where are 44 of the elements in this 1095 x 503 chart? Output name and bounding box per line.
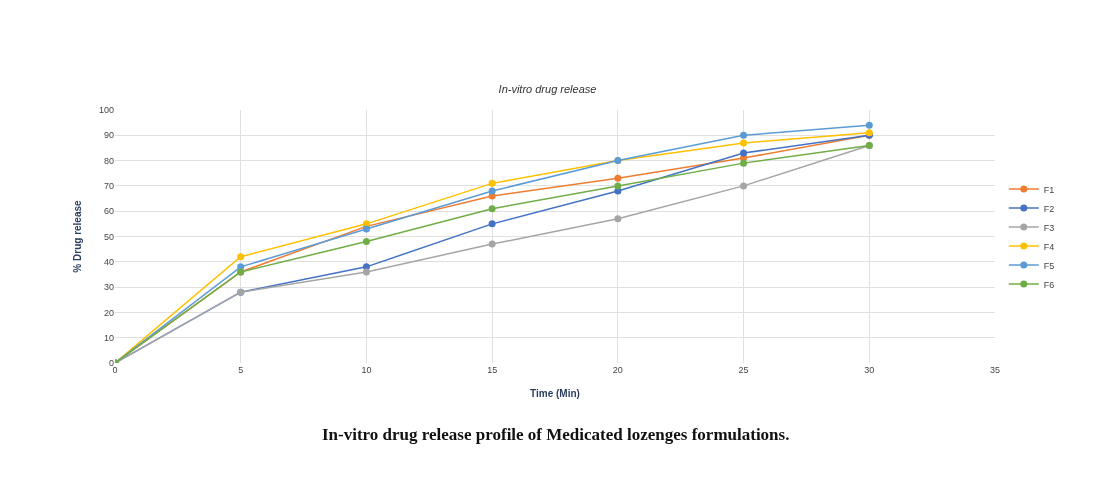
x-tick-label: 15 [487,365,498,375]
y-tick-label: 20 [103,307,114,318]
point [488,220,496,228]
point [740,131,748,139]
x-axis-title: Time (Min) [530,387,580,399]
chart-title: In-vitro drug release [498,83,597,96]
point [865,121,873,129]
y-tick-label: 50 [103,231,114,242]
point [614,182,622,190]
y-tick-label: 60 [103,206,114,217]
x-tick-label: 20 [612,365,623,375]
point [740,139,748,147]
y-tick-label: 40 [103,256,114,267]
point [488,205,496,213]
point [488,240,496,248]
point [614,174,622,182]
point [740,159,748,167]
legend-label: F3 [1043,222,1055,233]
point [237,253,245,261]
point [488,179,496,187]
y-tick-label: 30 [103,282,114,293]
legend-label: F2 [1043,203,1055,214]
x-tick-label: 5 [238,365,244,375]
x-tick-label: 35 [989,365,1001,375]
y-axis-title: % Drug release [71,199,83,273]
legend-label: F1 [1043,184,1055,195]
x-tick-label: 30 [864,365,875,375]
x-tick-label: 25 [738,365,749,375]
x-tick-label: 10 [361,365,372,375]
point [362,238,370,246]
legend-label: F6 [1043,279,1055,290]
legend-label: F4 [1043,241,1055,252]
point [488,187,496,195]
y-tick-label: 90 [103,130,114,141]
y-tick-label: 100 [98,105,114,116]
text: In-vitro drug release profile of Medicated lozenges formulations. [322,425,790,444]
point [614,215,622,223]
point [740,182,748,190]
legend-label: F5 [1043,260,1055,271]
point [362,268,370,276]
point [740,149,748,157]
y-tick-label: 70 [103,181,114,192]
y-tick-label: 10 [103,332,114,343]
y-tick-label: 80 [103,155,114,166]
